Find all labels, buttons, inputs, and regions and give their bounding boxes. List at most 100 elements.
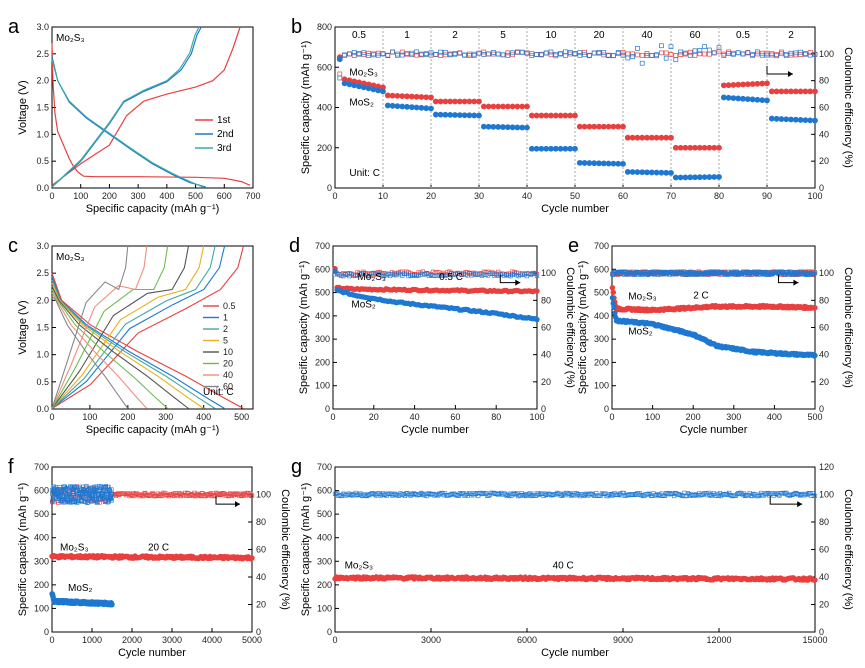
ce-point — [433, 52, 439, 57]
data-point — [562, 112, 569, 119]
panel-d: 0 20 40 60 80 1000100200300400500600700020406… — [289, 235, 576, 436]
ce-point — [639, 60, 645, 66]
ce-point — [692, 53, 698, 58]
data-point — [408, 104, 415, 111]
y-tick-label: 700 — [317, 462, 332, 472]
data-point — [514, 103, 521, 110]
data-point — [447, 111, 454, 118]
data-point — [609, 295, 616, 301]
y2-tick-label: 0 — [541, 404, 546, 414]
x-axis-label: Cycle number — [680, 424, 748, 436]
ce-point — [548, 49, 554, 55]
material-label: Mo₂S₃ — [345, 560, 374, 571]
series-label-mos2: MoS₂ — [628, 326, 653, 337]
ce-point — [460, 491, 465, 496]
x-tick-label: 90 — [762, 191, 772, 201]
ce-point — [491, 51, 496, 57]
data-point — [615, 160, 622, 167]
data-point — [610, 123, 617, 130]
y-tick-label: 200 — [315, 357, 330, 367]
unit-label: Unit: C — [349, 168, 380, 179]
ce-axis-arrow — [499, 274, 521, 284]
data-point — [336, 56, 343, 63]
data-point — [716, 144, 722, 151]
ce-point — [109, 490, 114, 496]
y2-tick-label: 40 — [819, 129, 829, 139]
rate-label: 10 — [545, 30, 557, 41]
material-label: Mo₂S₃ — [56, 252, 85, 263]
data-point — [788, 116, 794, 123]
data-point — [389, 92, 396, 99]
x-tick-label: 60 — [450, 412, 460, 422]
ce-point — [620, 52, 626, 58]
ce-point — [471, 53, 477, 59]
data-point — [581, 123, 588, 130]
data-point — [586, 123, 593, 130]
data-point — [788, 88, 794, 95]
data-point — [346, 81, 353, 88]
data-point — [543, 145, 550, 152]
ce-point — [486, 51, 491, 57]
ce-point — [390, 49, 395, 55]
data-point — [658, 134, 665, 141]
y2-axis-label: Coulombic efficiency (%) — [279, 489, 291, 610]
ce-point — [615, 50, 621, 55]
data-point — [408, 93, 415, 100]
y2-tick-label: 100 — [819, 490, 834, 500]
ce-point — [683, 50, 688, 56]
unit-label: Unit: C — [203, 387, 234, 398]
data-point — [677, 174, 684, 181]
data-point — [620, 123, 626, 130]
ce-point — [248, 493, 254, 499]
data-point — [394, 103, 401, 110]
data-point — [812, 88, 818, 95]
data-point — [778, 88, 785, 95]
y-tick-label: 400 — [315, 311, 330, 321]
y2-tick-label: 100 — [819, 268, 834, 278]
ce-point — [512, 492, 517, 497]
y-tick-label: 1.5 — [36, 103, 49, 113]
series-line-40-charge — [51, 245, 148, 409]
data-point — [653, 134, 660, 141]
ce-point — [649, 53, 655, 58]
data-point — [442, 98, 449, 105]
y-tick-label: 700 — [594, 241, 609, 251]
data-point — [682, 174, 689, 181]
data-point — [586, 160, 593, 166]
y2-tick-label: 40 — [256, 572, 266, 582]
data-point — [735, 81, 742, 88]
data-point — [701, 144, 708, 151]
data-point — [778, 116, 785, 122]
ce-point — [654, 53, 659, 59]
ce-point — [731, 51, 736, 57]
data-point — [466, 112, 473, 119]
x-axis-label: Cycle number — [541, 647, 609, 659]
data-point — [629, 134, 636, 141]
ce-point — [697, 48, 703, 53]
ce-point — [668, 52, 674, 57]
data-point — [740, 95, 746, 102]
y2-tick-label: 100 — [541, 268, 556, 278]
ce-point — [673, 57, 679, 63]
panel-f: 0 1000 2000 3000 4000 50000100200300400500600… — [8, 456, 291, 659]
data-point — [432, 111, 439, 118]
data-point — [749, 81, 756, 87]
data-point — [109, 602, 115, 608]
y2-tick-label: 80 — [541, 295, 551, 305]
x-tick-label: 12000 — [706, 635, 731, 645]
ce-point — [745, 50, 751, 56]
data-point — [668, 170, 674, 176]
ce-point — [793, 50, 799, 56]
y-tick-label: 0 — [327, 183, 332, 193]
series-line-3rd-discharge — [51, 59, 204, 188]
ce-point — [500, 52, 506, 58]
ce-point — [740, 492, 745, 498]
y-tick-label: 1.5 — [36, 323, 49, 333]
y2-tick-label: 80 — [819, 76, 829, 86]
ce-point — [701, 491, 706, 496]
y2-tick-label: 80 — [819, 517, 829, 527]
data-point — [611, 304, 617, 311]
data-point — [524, 124, 530, 131]
y2-tick-label: 60 — [819, 323, 829, 333]
ce-point — [467, 53, 472, 58]
